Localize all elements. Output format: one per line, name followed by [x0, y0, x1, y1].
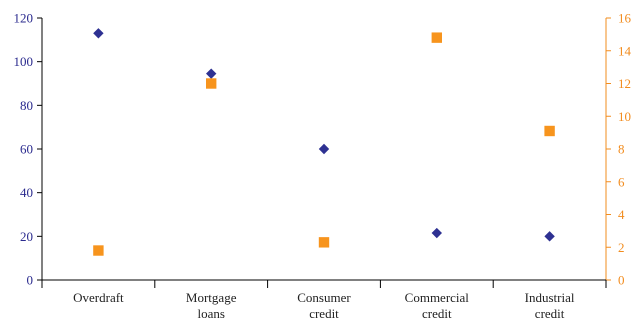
- category-label: Consumer: [297, 290, 351, 305]
- diamond-point: [431, 227, 442, 239]
- category-label: Overdraft: [73, 290, 124, 305]
- left-tick-label: 0: [27, 273, 34, 288]
- category-label: credit: [535, 306, 565, 320]
- right-tick-label: 2: [618, 240, 625, 255]
- right-tick-label: 8: [618, 142, 625, 157]
- category-label: Mortgage: [186, 290, 237, 305]
- diamond-point: [318, 143, 330, 155]
- right-tick-label: 12: [618, 76, 631, 91]
- left-tick-label: 20: [20, 229, 33, 244]
- category-label: loans: [197, 306, 224, 320]
- left-tick-label: 40: [20, 185, 33, 200]
- left-tick-label: 100: [14, 54, 34, 69]
- diamond-point: [544, 231, 555, 242]
- square-point: [544, 125, 555, 137]
- left-tick-labels: 0 20 40 60 80 100 120: [14, 11, 34, 288]
- category-labels: Overdraft MortgageloansConsumercreditComm…: [73, 290, 575, 320]
- left-tick-label: 60: [20, 142, 33, 157]
- category-label: credit: [422, 306, 452, 320]
- diamond-point: [93, 28, 104, 39]
- right-tick-label: 6: [618, 174, 625, 189]
- right-tick-labels: 0 2 4 6 8 10 12 14 16: [618, 11, 632, 288]
- left-y-axis: [37, 17, 43, 281]
- left-tick-label: 80: [20, 98, 33, 113]
- square-point: [206, 78, 217, 89]
- right-tick-label: 10: [618, 109, 631, 124]
- square-point: [431, 32, 442, 43]
- data-points: [93, 28, 555, 256]
- square-point: [318, 237, 330, 248]
- x-axis: [41, 279, 607, 288]
- diamond-point: [206, 68, 217, 79]
- category-label: Industrial: [525, 290, 575, 305]
- left-tick-label: 120: [14, 11, 34, 26]
- square-point: [93, 245, 104, 256]
- right-y-axis: [605, 17, 611, 281]
- category-label: credit: [309, 306, 339, 320]
- category-label: Commercial: [405, 290, 470, 305]
- right-tick-label: 14: [618, 43, 632, 58]
- right-tick-label: 4: [618, 207, 625, 222]
- right-tick-label: 16: [618, 11, 632, 26]
- right-tick-label: 0: [618, 273, 625, 288]
